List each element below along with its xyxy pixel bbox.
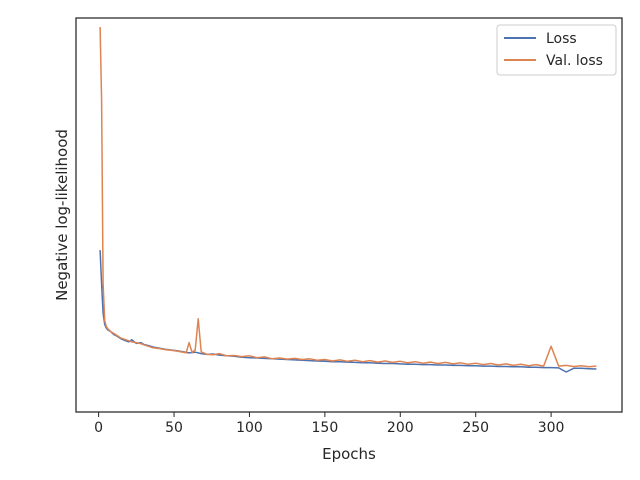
x-tick-label: 0 bbox=[94, 420, 103, 436]
x-tick-label: 50 bbox=[165, 420, 183, 436]
y-axis-label: Negative log-likelihood bbox=[53, 129, 71, 301]
plot-frame bbox=[75, 17, 623, 413]
legend: Loss Val. loss bbox=[496, 24, 617, 76]
x-axis-ticks: 0 50 100 150 200 250 300 bbox=[94, 412, 564, 436]
x-axis-label: Epochs bbox=[322, 445, 376, 463]
legend-label-loss: Loss bbox=[546, 31, 577, 47]
x-tick-label: 300 bbox=[538, 420, 565, 436]
legend-label-val-loss: Val. loss bbox=[546, 53, 603, 69]
x-tick-label: 250 bbox=[462, 420, 489, 436]
x-tick-label: 200 bbox=[387, 420, 414, 436]
x-tick-label: 100 bbox=[236, 420, 263, 436]
series-layer bbox=[99, 26, 597, 373]
series-line-loss bbox=[99, 250, 597, 373]
series-line-val-loss bbox=[99, 26, 597, 368]
x-tick-label: 150 bbox=[312, 420, 339, 436]
